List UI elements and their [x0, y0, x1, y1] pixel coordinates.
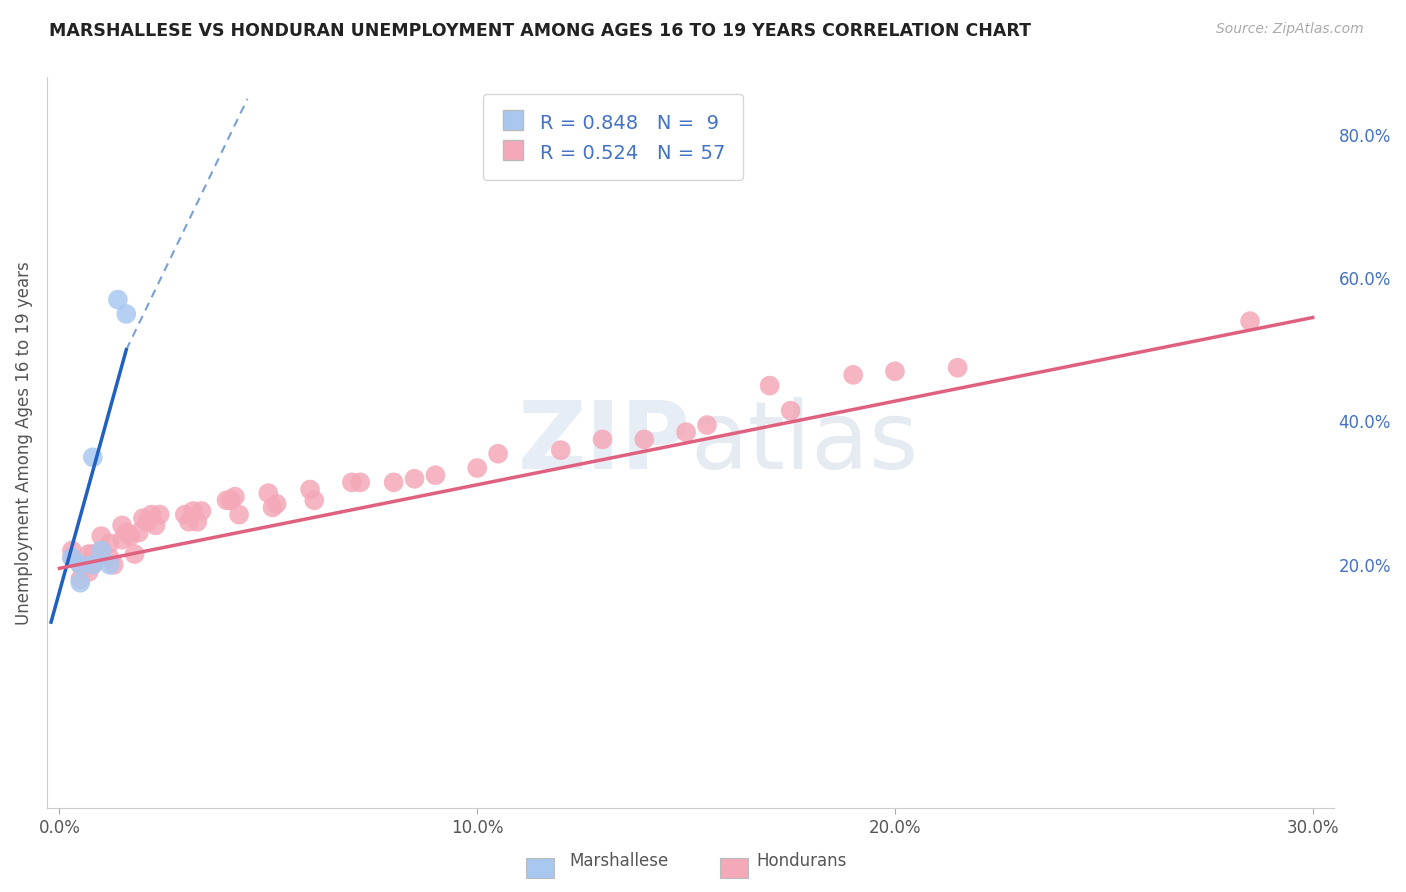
- Point: [90, 543, 112, 558]
- Point: [86, 547, 108, 561]
- Point: [111, 518, 134, 533]
- Point: [173, 508, 195, 522]
- Legend: R = 0.848   N =  9, R = 0.524   N = 57: R = 0.848 N = 9, R = 0.524 N = 57: [484, 95, 742, 180]
- Point: [304, 493, 326, 508]
- Point: [77, 565, 100, 579]
- Point: [181, 504, 204, 518]
- Point: [758, 378, 780, 392]
- Point: [404, 472, 426, 486]
- Point: [425, 468, 447, 483]
- Point: [60, 550, 83, 565]
- Point: [675, 425, 697, 440]
- Text: Source: ZipAtlas.com: Source: ZipAtlas.com: [1216, 22, 1364, 37]
- Point: [69, 572, 91, 586]
- Point: [98, 550, 121, 565]
- Point: [299, 483, 322, 497]
- Point: [219, 493, 242, 508]
- Point: [145, 518, 167, 533]
- Point: [124, 547, 146, 561]
- Point: [884, 364, 907, 378]
- Point: [128, 525, 150, 540]
- Point: [111, 533, 134, 547]
- Point: [107, 293, 129, 307]
- Point: [592, 433, 614, 447]
- Point: [266, 497, 288, 511]
- Point: [465, 461, 488, 475]
- Point: [115, 307, 138, 321]
- Point: [262, 500, 284, 515]
- Point: [98, 536, 121, 550]
- Point: [486, 447, 509, 461]
- Point: [340, 475, 363, 490]
- Point: [633, 433, 655, 447]
- Point: [60, 543, 83, 558]
- Point: [550, 443, 572, 458]
- Point: [224, 490, 246, 504]
- Point: [1239, 314, 1261, 328]
- Point: [257, 486, 280, 500]
- Point: [132, 511, 155, 525]
- Point: [149, 508, 172, 522]
- Text: ZIP: ZIP: [517, 397, 690, 489]
- Text: Hondurans: Hondurans: [756, 852, 846, 870]
- Point: [82, 547, 104, 561]
- Point: [136, 515, 159, 529]
- Point: [382, 475, 405, 490]
- Point: [82, 450, 104, 465]
- Y-axis label: Unemployment Among Ages 16 to 19 years: Unemployment Among Ages 16 to 19 years: [15, 261, 32, 624]
- Point: [186, 515, 208, 529]
- Point: [141, 508, 163, 522]
- Point: [82, 558, 104, 572]
- Text: atlas: atlas: [690, 397, 918, 489]
- Point: [90, 529, 112, 543]
- Point: [69, 558, 91, 572]
- Point: [190, 504, 212, 518]
- Point: [103, 558, 125, 572]
- Point: [349, 475, 371, 490]
- Point: [228, 508, 250, 522]
- Point: [82, 558, 104, 572]
- Text: Marshallese: Marshallese: [569, 852, 668, 870]
- Point: [77, 547, 100, 561]
- Point: [696, 417, 718, 432]
- Point: [98, 558, 121, 572]
- Text: MARSHALLESE VS HONDURAN UNEMPLOYMENT AMONG AGES 16 TO 19 YEARS CORRELATION CHART: MARSHALLESE VS HONDURAN UNEMPLOYMENT AMO…: [49, 22, 1031, 40]
- Point: [120, 529, 142, 543]
- Point: [69, 558, 91, 572]
- Point: [215, 493, 238, 508]
- Point: [946, 360, 969, 375]
- Point: [115, 525, 138, 540]
- Point: [90, 543, 112, 558]
- Point: [779, 403, 801, 417]
- Point: [177, 515, 200, 529]
- Point: [69, 575, 91, 590]
- Point: [842, 368, 865, 382]
- Point: [60, 550, 83, 565]
